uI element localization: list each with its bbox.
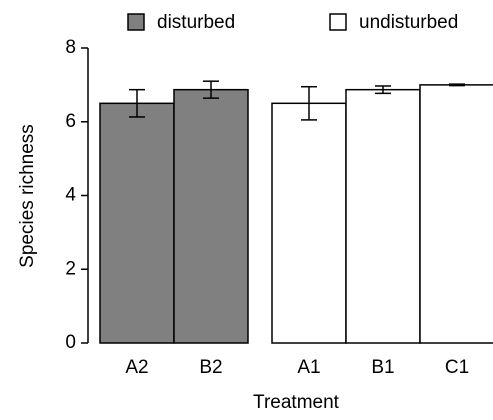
legend-label: disturbed xyxy=(157,12,235,33)
bar xyxy=(173,88,249,344)
x-tick-label: A1 xyxy=(297,357,320,378)
x-axis-label: Treatment xyxy=(253,392,340,413)
bar xyxy=(345,88,421,344)
x-tick-label: A2 xyxy=(125,357,148,378)
bar xyxy=(419,84,493,344)
legend-swatch xyxy=(127,13,145,31)
legend-swatch xyxy=(329,13,347,31)
bar xyxy=(271,102,347,344)
x-tick-label: B2 xyxy=(199,357,222,378)
y-tick-label: 6 xyxy=(65,111,76,132)
x-tick-label: B1 xyxy=(371,357,394,378)
bar xyxy=(99,102,175,344)
y-tick-label: 0 xyxy=(65,332,76,353)
y-axis-label: Species richness xyxy=(17,124,38,268)
x-tick-label: C1 xyxy=(445,357,469,378)
legend-label: undisturbed xyxy=(359,12,458,33)
y-tick-label: 2 xyxy=(65,258,76,279)
y-tick-label: 4 xyxy=(65,185,76,206)
y-tick-label: 8 xyxy=(65,37,76,58)
